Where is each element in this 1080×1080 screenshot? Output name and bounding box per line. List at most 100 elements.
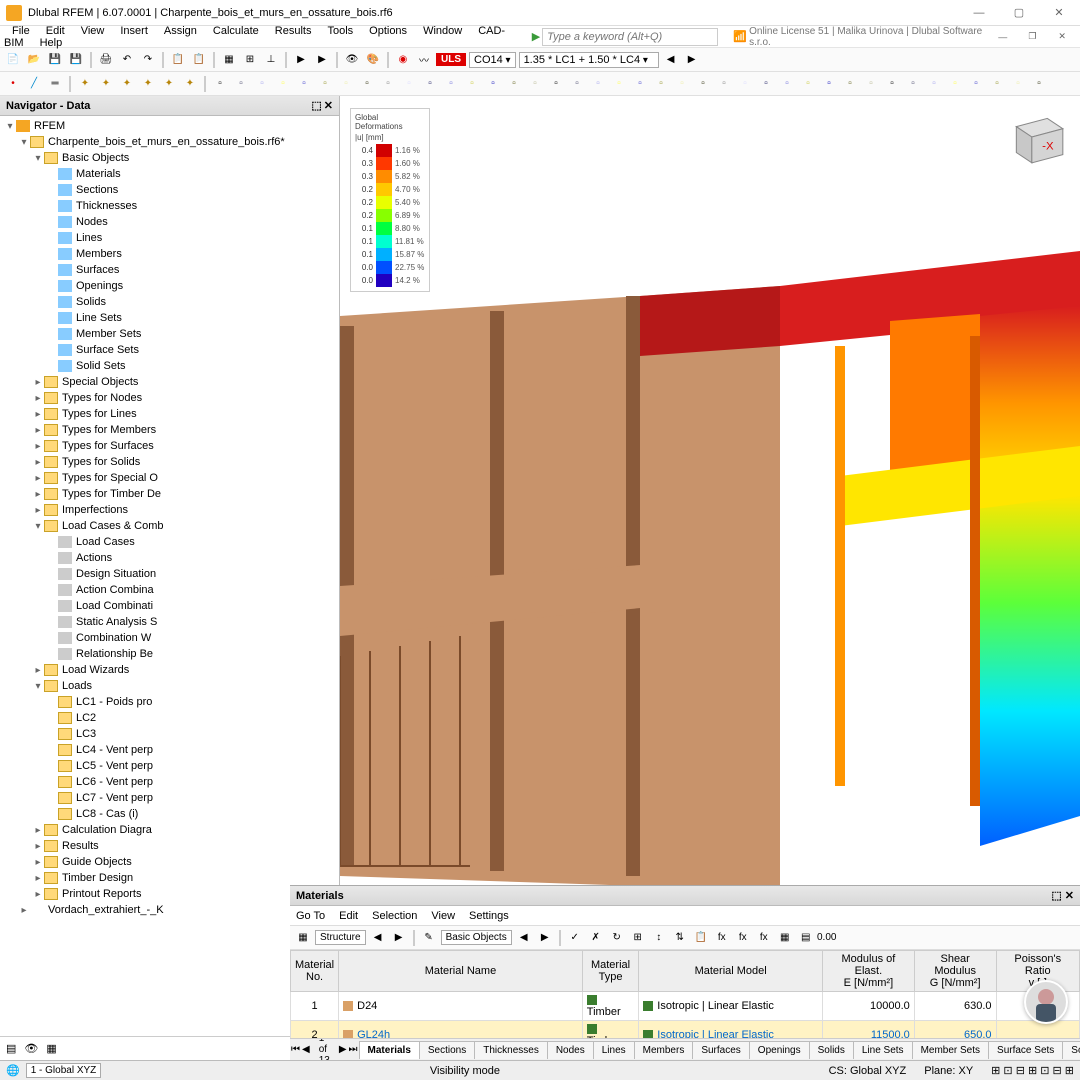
tab-materials[interactable]: Materials bbox=[359, 1041, 420, 1059]
snap-toggles[interactable]: ⊞ ⊡ ⊟ ⊞ ⊡ ⊟ ⊞ bbox=[991, 1064, 1074, 1077]
tool-32-icon[interactable]: ▫ bbox=[883, 75, 901, 93]
tool-39-icon[interactable]: ▫ bbox=[1030, 75, 1048, 93]
tree-node[interactable]: Static Analysis S bbox=[0, 614, 339, 630]
tool-6-icon[interactable]: ▫ bbox=[337, 75, 355, 93]
tree-node[interactable]: Openings bbox=[0, 278, 339, 294]
tab-openings[interactable]: Openings bbox=[749, 1041, 810, 1059]
nav-tab-data-icon[interactable]: ▤ bbox=[6, 1042, 16, 1055]
tree-node[interactable]: ▸Types for Solids bbox=[0, 454, 339, 470]
tree-node[interactable]: ▾Charpente_bois_et_murs_en_ossature_bois… bbox=[0, 134, 339, 150]
tree-node[interactable]: Solids bbox=[0, 294, 339, 310]
tool-12-icon[interactable]: ▫ bbox=[463, 75, 481, 93]
mtool-3-icon[interactable]: ⊞ bbox=[629, 929, 647, 947]
tree-node[interactable]: LC8 - Cas (i) bbox=[0, 806, 339, 822]
tree-node[interactable]: ▸Load Wizards bbox=[0, 662, 339, 678]
col-header[interactable]: MaterialNo. bbox=[291, 951, 339, 992]
cs-select[interactable]: 1 - Global XYZ bbox=[26, 1063, 102, 1078]
uls-badge[interactable]: ULS bbox=[436, 53, 466, 66]
doc-min-button[interactable]: — bbox=[989, 27, 1017, 47]
menu-insert[interactable]: Insert bbox=[112, 23, 156, 39]
mtool-9-icon[interactable]: fx bbox=[755, 929, 773, 947]
tool-33-icon[interactable]: ▫ bbox=[904, 75, 922, 93]
tool-34-icon[interactable]: ▫ bbox=[925, 75, 943, 93]
tool-14-icon[interactable]: ▫ bbox=[505, 75, 523, 93]
mtool-11-icon[interactable]: ▤ bbox=[797, 929, 815, 947]
menu-options[interactable]: Options bbox=[361, 23, 415, 39]
tool-17-icon[interactable]: ▫ bbox=[568, 75, 586, 93]
menu-help[interactable]: Help bbox=[32, 35, 71, 51]
wizard4-icon[interactable]: ✦ bbox=[139, 75, 157, 93]
matmenu-goto[interactable]: Go To bbox=[296, 910, 325, 922]
prev-page-icon[interactable]: ◀ bbox=[301, 1041, 311, 1059]
tree-node[interactable]: LC5 - Vent perp bbox=[0, 758, 339, 774]
basic-combo[interactable]: Basic Objects bbox=[441, 930, 512, 945]
paste-icon[interactable]: 📋 bbox=[190, 51, 208, 69]
tab-thicknesses[interactable]: Thicknesses bbox=[474, 1041, 548, 1059]
tree-node[interactable]: LC3 bbox=[0, 726, 339, 742]
col-header[interactable]: Material Name bbox=[339, 951, 583, 992]
tool-21-icon[interactable]: ▫ bbox=[652, 75, 670, 93]
redo-icon[interactable]: ↷ bbox=[139, 51, 157, 69]
tool-8-icon[interactable]: ▫ bbox=[379, 75, 397, 93]
menu-results[interactable]: Results bbox=[267, 23, 320, 39]
results-icon[interactable]: ◉ bbox=[394, 51, 412, 69]
tool-27-icon[interactable]: ▫ bbox=[778, 75, 796, 93]
table-row[interactable]: 1D24TimberIsotropic | Linear Elastic1000… bbox=[291, 992, 1080, 1021]
tab-surfaces[interactable]: Surfaces bbox=[692, 1041, 749, 1059]
mtool-5-icon[interactable]: ⇅ bbox=[671, 929, 689, 947]
col-header[interactable]: Modulus of Elast.E [N/mm²] bbox=[823, 951, 915, 992]
tree-node[interactable]: ▸Timber Design bbox=[0, 870, 339, 886]
tool-26-icon[interactable]: ▫ bbox=[757, 75, 775, 93]
tree-node[interactable]: ▸Printout Reports bbox=[0, 886, 339, 902]
doc-close-button[interactable]: ✕ bbox=[1048, 27, 1076, 47]
ortho-icon[interactable]: ⊥ bbox=[262, 51, 280, 69]
tree-node[interactable]: Design Situation bbox=[0, 566, 339, 582]
maximize-button[interactable]: ▢ bbox=[1004, 3, 1034, 23]
tool-20-icon[interactable]: ▫ bbox=[631, 75, 649, 93]
tree-node[interactable]: ▸Types for Special O bbox=[0, 470, 339, 486]
last-page-icon[interactable]: ⏭ bbox=[348, 1041, 359, 1059]
tree-node[interactable]: LC1 - Poids pro bbox=[0, 694, 339, 710]
tree-node[interactable]: ▸Special Objects bbox=[0, 374, 339, 390]
doc-max-button[interactable]: ❐ bbox=[1019, 27, 1047, 47]
tool-30-icon[interactable]: ▫ bbox=[841, 75, 859, 93]
tool-37-icon[interactable]: ▫ bbox=[988, 75, 1006, 93]
wizard6-icon[interactable]: ✦ bbox=[181, 75, 199, 93]
tree-node[interactable]: LC7 - Vent perp bbox=[0, 790, 339, 806]
tool-25-icon[interactable]: ▫ bbox=[736, 75, 754, 93]
calc2-icon[interactable]: ▶ bbox=[313, 51, 331, 69]
tool-0-icon[interactable]: ▫ bbox=[211, 75, 229, 93]
menu-window[interactable]: Window bbox=[415, 23, 470, 39]
mtool-8-icon[interactable]: fx bbox=[734, 929, 752, 947]
menu-view[interactable]: View bbox=[73, 23, 113, 39]
member-tool-icon[interactable]: ═ bbox=[46, 75, 64, 93]
tab-sol[interactable]: Sol bbox=[1062, 1041, 1080, 1059]
tree-node[interactable]: ▸Types for Surfaces bbox=[0, 438, 339, 454]
open-icon[interactable]: 📂 bbox=[25, 51, 43, 69]
save-as-icon[interactable]: 💾 bbox=[67, 51, 85, 69]
tree-node[interactable]: Solid Sets bbox=[0, 358, 339, 374]
node-tool-icon[interactable]: • bbox=[4, 75, 22, 93]
tree-node[interactable]: ▸Calculation Diagra bbox=[0, 822, 339, 838]
wizard5-icon[interactable]: ✦ bbox=[160, 75, 178, 93]
tree-node[interactable]: ▸Guide Objects bbox=[0, 854, 339, 870]
basic-icon[interactable]: ✎ bbox=[420, 929, 438, 947]
mtool-10-icon[interactable]: ▦ bbox=[776, 929, 794, 947]
tool-7-icon[interactable]: ▫ bbox=[358, 75, 376, 93]
tree-node[interactable]: ▸Imperfections bbox=[0, 502, 339, 518]
navigator-tree[interactable]: ▾RFEM▾Charpente_bois_et_murs_en_ossature… bbox=[0, 116, 339, 1036]
wizard2-icon[interactable]: ✦ bbox=[97, 75, 115, 93]
menu-calculate[interactable]: Calculate bbox=[205, 23, 267, 39]
tree-node[interactable]: Thicknesses bbox=[0, 198, 339, 214]
cs-icon[interactable]: 🌐 bbox=[6, 1064, 20, 1077]
matmenu-view[interactable]: View bbox=[431, 910, 455, 922]
tab-members[interactable]: Members bbox=[634, 1041, 694, 1059]
tree-node[interactable]: LC6 - Vent perp bbox=[0, 774, 339, 790]
col-header[interactable]: MaterialType bbox=[582, 951, 638, 992]
tab-surface-sets[interactable]: Surface Sets bbox=[988, 1041, 1063, 1059]
next-icon[interactable]: ▶ bbox=[683, 51, 701, 69]
nav-pin-icon[interactable]: ⬚ bbox=[311, 99, 321, 112]
tree-node[interactable]: Sections bbox=[0, 182, 339, 198]
tool-31-icon[interactable]: ▫ bbox=[862, 75, 880, 93]
tool-19-icon[interactable]: ▫ bbox=[610, 75, 628, 93]
